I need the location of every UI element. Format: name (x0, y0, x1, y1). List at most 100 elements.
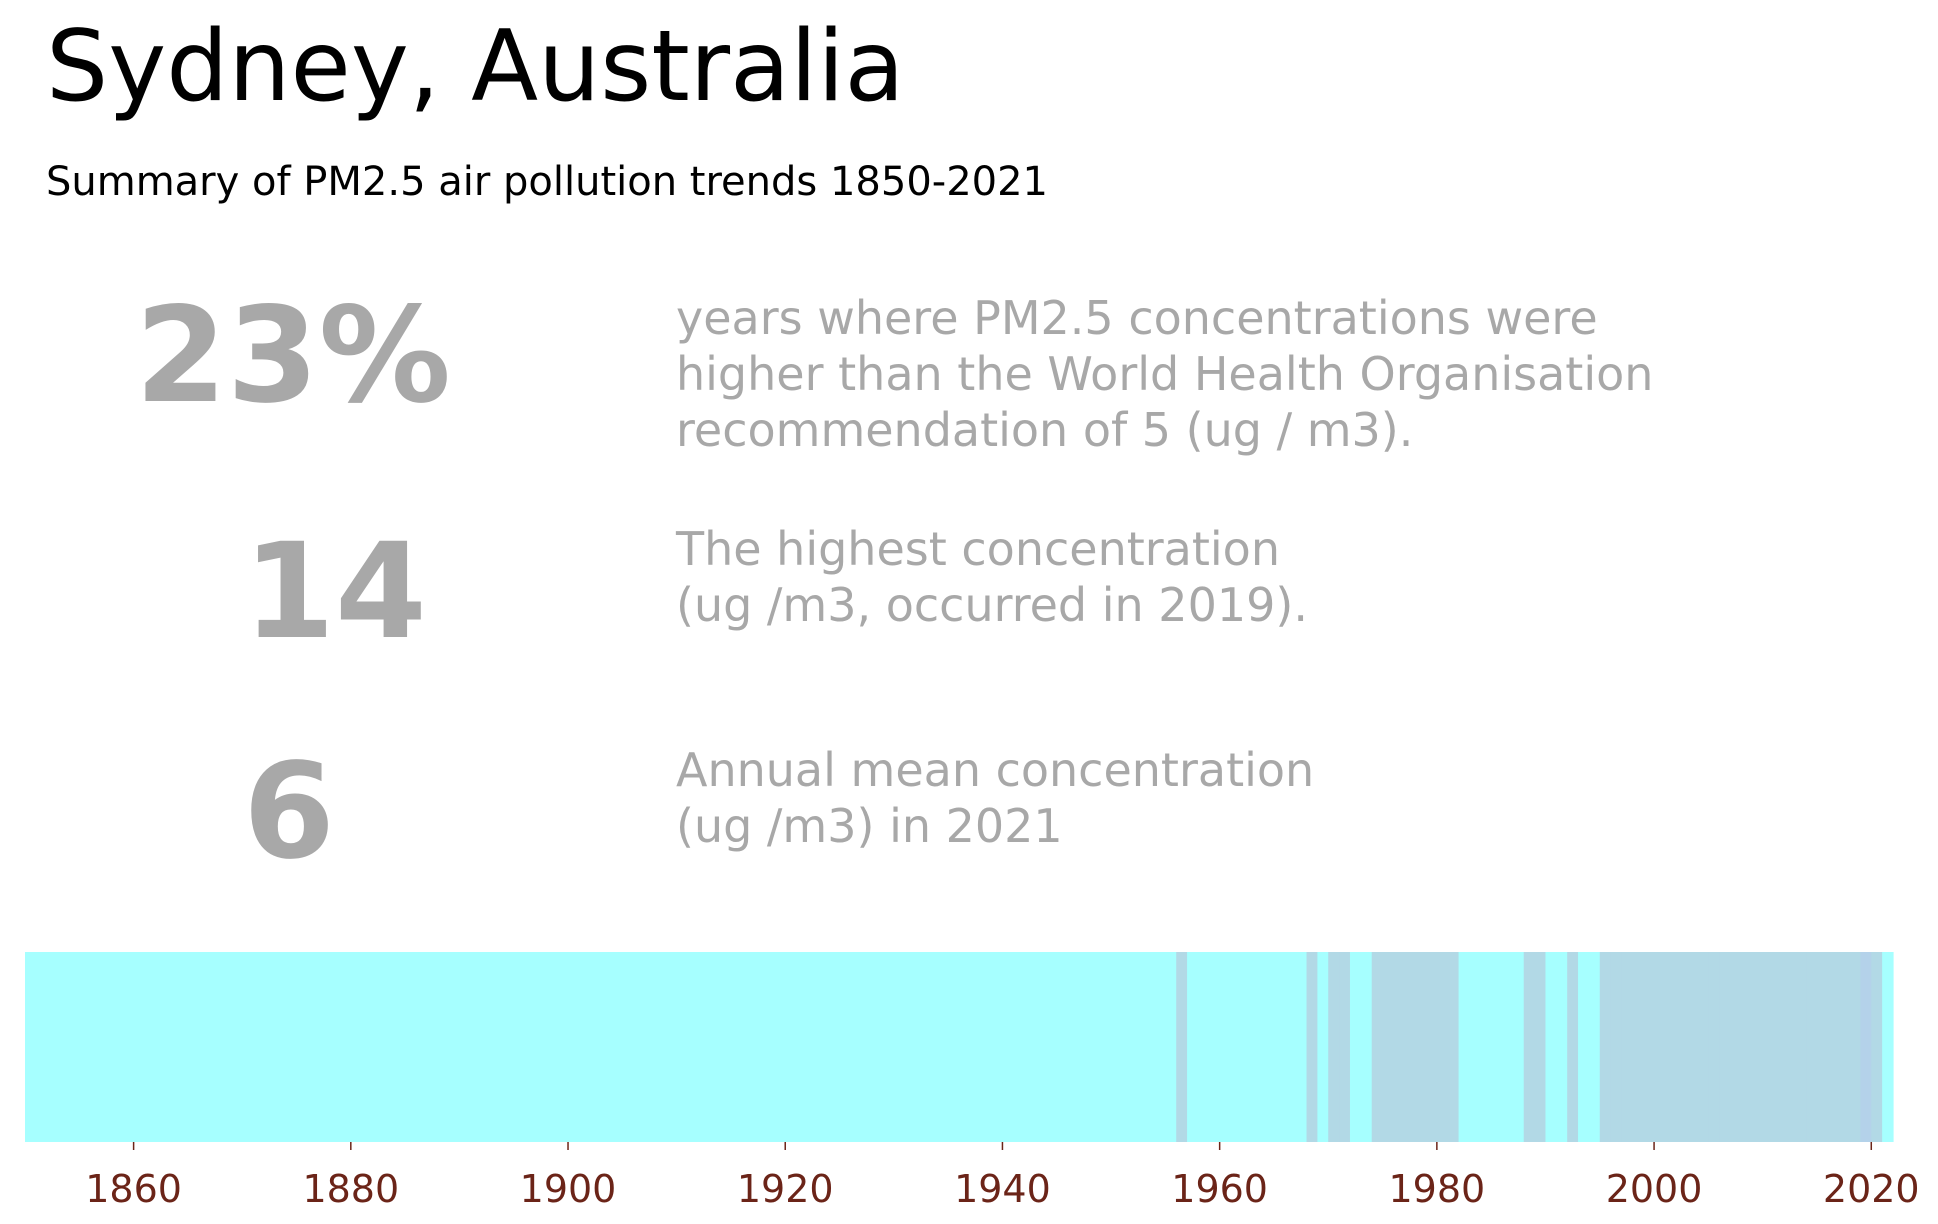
year-stripe-1945 (1056, 952, 1069, 1142)
year-stripe-1889 (448, 952, 461, 1142)
x-axis-ticks: 1860 1880 1900 1920 1940 1960 1980 2000 2020 (85, 1142, 1920, 1211)
year-stripe-1978 (1415, 952, 1427, 1142)
year-stripe-1861 (144, 952, 156, 1142)
year-stripe-1976 (1393, 952, 1405, 1142)
year-stripe-1971 (1339, 952, 1351, 1142)
year-stripe-1941 (1013, 952, 1025, 1142)
year-stripe-1974 (1371, 952, 1384, 1142)
x-tick-label: 2020 (1823, 1167, 1920, 1211)
year-stripe-1932 (915, 952, 928, 1142)
year-stripe-1957 (1187, 952, 1199, 1142)
year-stripe-1952 (1132, 952, 1145, 1142)
year-stripe-1850 (25, 952, 37, 1142)
year-stripe-1977 (1404, 952, 1416, 1142)
year-stripe-1910 (676, 952, 689, 1142)
x-tick-label: 1900 (520, 1167, 617, 1211)
stat-desc-mean-2021: Annual mean concentration (ug /m3) in 20… (676, 742, 1314, 854)
year-stripe-1948 (1089, 952, 1101, 1142)
year-stripe-1998 (1632, 952, 1644, 1142)
year-stripe-1995 (1599, 952, 1612, 1142)
year-stripe-1853 (57, 952, 70, 1142)
year-stripe-2016 (1827, 952, 1840, 1142)
x-tick-label: 1960 (1171, 1167, 1268, 1211)
year-stripe-1955 (1165, 952, 1177, 1142)
year-stripe-2007 (1730, 952, 1742, 1142)
year-stripe-1933 (926, 952, 938, 1142)
year-stripe-1870 (242, 952, 254, 1142)
year-stripe-1953 (1143, 952, 1156, 1142)
year-stripe-1923 (817, 952, 830, 1142)
year-stripe-1874 (285, 952, 298, 1142)
year-stripe-1899 (557, 952, 569, 1142)
year-stripe-1852 (46, 952, 59, 1142)
year-stripe-2009 (1751, 952, 1764, 1142)
year-stripe-1922 (806, 952, 819, 1142)
year-stripe-1919 (774, 952, 786, 1142)
year-stripe-1960 (1219, 952, 1232, 1142)
year-stripe-1956 (1176, 952, 1188, 1142)
year-stripe-2002 (1675, 952, 1688, 1142)
year-stripe-1936 (959, 952, 971, 1142)
year-stripe-1930 (893, 952, 906, 1142)
year-stripe-1929 (882, 952, 895, 1142)
year-stripe-1869 (231, 952, 243, 1142)
x-tick-label: 1940 (954, 1167, 1051, 1211)
year-stripe-1866 (198, 952, 211, 1142)
year-stripe-1892 (481, 952, 493, 1142)
page-subtitle: Summary of PM2.5 air pollution trends 18… (46, 159, 1048, 205)
x-tick-label: 1920 (737, 1167, 834, 1211)
year-stripes (25, 952, 1894, 1142)
year-stripe-1990 (1545, 952, 1557, 1142)
year-stripe-1898 (546, 952, 558, 1142)
year-stripe-1859 (122, 952, 135, 1142)
year-stripe-2011 (1773, 952, 1785, 1142)
stat-desc-line: The highest concentration (676, 522, 1280, 576)
year-stripe-2006 (1719, 952, 1731, 1142)
year-stripe-1883 (383, 952, 395, 1142)
year-stripe-1902 (589, 952, 602, 1142)
year-stripe-1882 (372, 952, 384, 1142)
year-stripe-1961 (1230, 952, 1242, 1142)
year-stripe-1901 (578, 952, 591, 1142)
year-stripe-2020 (1871, 952, 1883, 1142)
year-stripe-1915 (730, 952, 743, 1142)
year-stripe-1982 (1458, 952, 1471, 1142)
year-stripe-1968 (1306, 952, 1318, 1142)
year-stripe-1981 (1447, 952, 1460, 1142)
year-stripe-1907 (644, 952, 656, 1142)
year-stripe-1857 (101, 952, 113, 1142)
year-stripe-1904 (611, 952, 623, 1142)
year-stripe-1959 (1208, 952, 1221, 1142)
year-stripe-1967 (1295, 952, 1308, 1142)
year-stripe-1934 (937, 952, 949, 1142)
stat-desc-line: recommendation of 5 (ug / m3). (676, 403, 1414, 457)
year-stripe-1884 (394, 952, 406, 1142)
year-stripe-1992 (1567, 952, 1579, 1142)
year-stripe-1893 (492, 952, 504, 1142)
year-stripe-1940 (1002, 952, 1014, 1142)
year-stripe-1943 (1035, 952, 1047, 1142)
year-stripe-1985 (1491, 952, 1503, 1142)
year-stripe-1860 (133, 952, 146, 1142)
year-stripe-1868 (220, 952, 232, 1142)
year-stripe-1926 (850, 952, 862, 1142)
stat-desc-line: higher than the World Health Organisatio… (676, 347, 1654, 401)
year-stripe-1865 (187, 952, 200, 1142)
year-stripe-1950 (1111, 952, 1123, 1142)
year-stripe-1954 (1154, 952, 1166, 1142)
year-stripe-1905 (622, 952, 634, 1142)
year-stripe-1885 (405, 952, 417, 1142)
year-stripe-1924 (828, 952, 841, 1142)
year-stripe-1928 (872, 952, 884, 1142)
year-stripe-2008 (1740, 952, 1753, 1142)
year-stripe-2013 (1795, 952, 1807, 1142)
year-stripe-1988 (1523, 952, 1536, 1142)
year-stripe-1873 (274, 952, 287, 1142)
stat-desc-line: years where PM2.5 concentrations were (676, 291, 1598, 345)
stat-desc-highest: The highest concentration (ug /m3, occur… (676, 521, 1308, 633)
year-stripe-1903 (600, 952, 613, 1142)
year-stripe-1993 (1578, 952, 1590, 1142)
year-stripe-1877 (318, 952, 330, 1142)
year-stripe-1984 (1480, 952, 1492, 1142)
